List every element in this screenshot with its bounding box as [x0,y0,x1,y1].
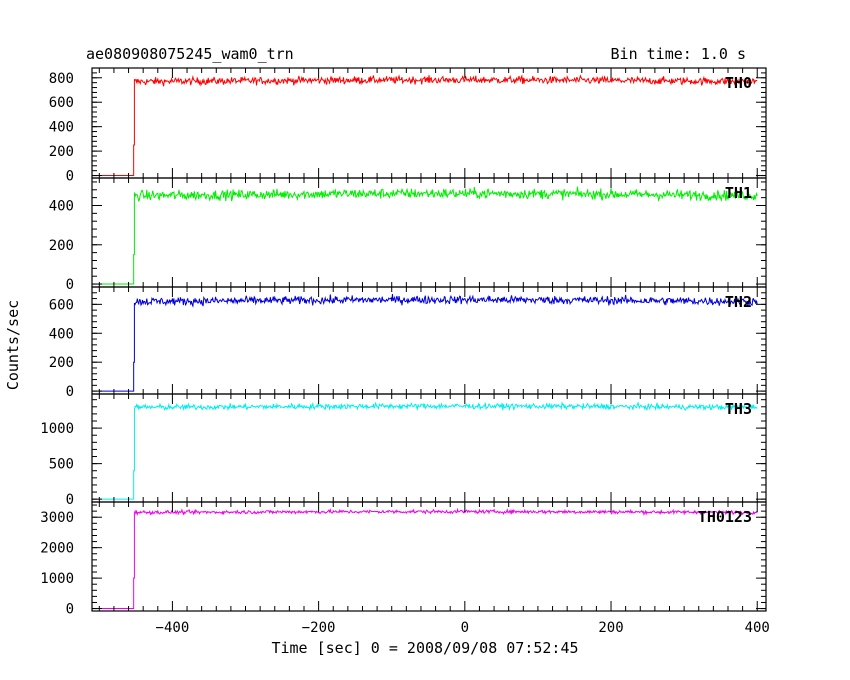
y-tick-label: 200 [49,144,74,160]
bin-time-label: Bin time: 1.0 s [611,45,746,63]
series-line-th0 [99,74,758,177]
y-tick-label: 600 [49,95,74,111]
y-tick-label: 0 [66,169,74,185]
panel-th3: 0 500 1000 TH3 [40,393,767,508]
y-tick-label: 800 [49,71,74,87]
series-line-th0123 [99,507,758,610]
series-line-th1 [99,186,758,285]
y-tick-label: 2000 [40,541,74,557]
panel-frame [91,393,767,503]
x-tick-label: 200 [598,620,623,636]
x-axis-label: Time [sec] 0 = 2008/09/08 07:52:45 [271,639,578,657]
y-tick-label: 0 [66,277,74,293]
series-label-th3: TH3 [725,400,752,418]
series-line-th2 [99,293,758,392]
y-tick-label: 400 [49,120,74,136]
y-tick-label: 400 [49,198,74,214]
y-tick-label: 0 [66,384,74,400]
y-tick-label: 0 [66,602,74,618]
chart-title: ae080908075245_wam0_trn [86,45,294,63]
y-tick-label: 3000 [40,510,74,526]
series-label-th2: TH2 [725,293,752,311]
panel-frame [91,501,767,612]
series-line-th3 [99,400,758,500]
panel-frame [91,67,767,179]
series-label-th0123: TH0123 [698,508,752,526]
panel-th0: 0 200 400 600 800 TH0 [49,67,767,185]
y-tick-label: 200 [49,355,74,371]
y-tick-label: 600 [49,297,74,313]
y-tick-label: 1000 [40,571,74,587]
y-axis-label: Counts/sec [4,300,22,390]
x-tick-label: 400 [745,620,770,636]
x-tick-label: −200 [302,620,336,636]
series-label-th1: TH1 [725,184,752,202]
y-tick-label: 0 [66,492,74,508]
y-tick-label: 1000 [40,421,74,437]
panel-th0123: 0 1000 2000 3000 TH0123 [40,501,767,618]
x-tick-label: 0 [461,620,469,636]
panel-th2: 0 200 400 600 TH2 [49,286,767,400]
y-tick-label: 400 [49,326,74,342]
y-tick-label: 200 [49,238,74,254]
y-tick-label: 500 [49,457,74,473]
series-label-th0: TH0 [725,74,752,92]
x-tick-label: −400 [156,620,190,636]
panel-th1: 0 200 400 TH1 [49,177,767,293]
